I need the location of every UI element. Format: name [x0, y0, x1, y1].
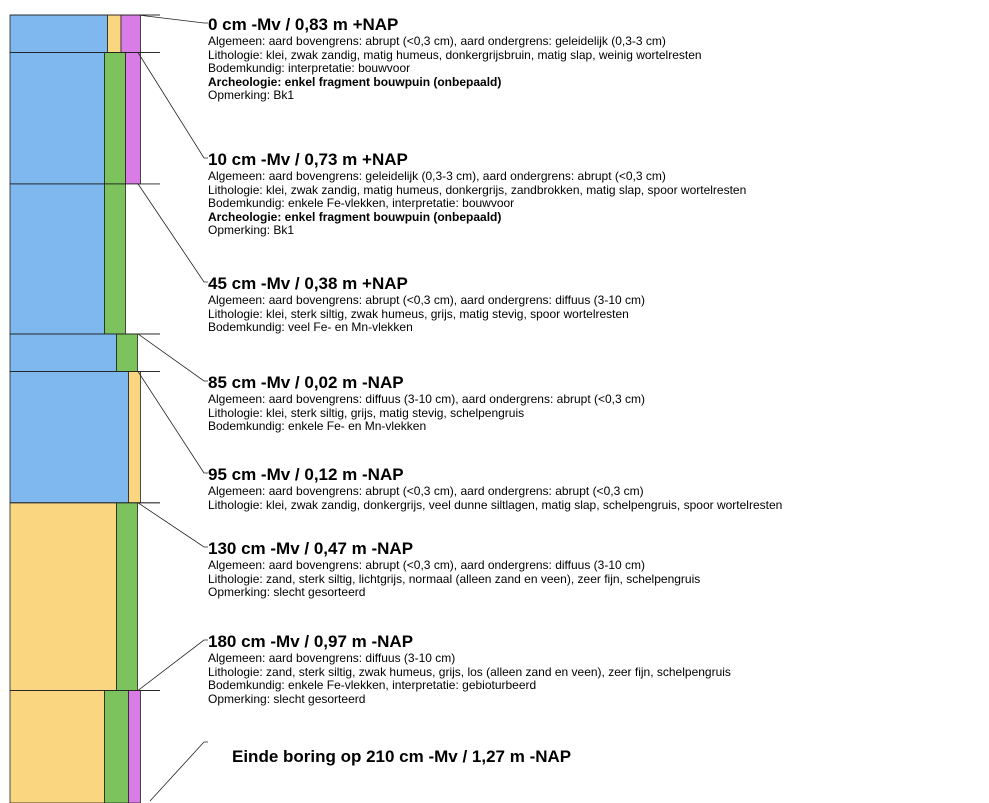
layer-description-line: Algemeen: aard bovengrens: abrupt (<0,3 … [208, 558, 646, 572]
layer-description-line: Lithologie: klei, sterk siltig, zwak hum… [208, 306, 629, 321]
column-bar-magenta [128, 690, 141, 803]
layer-description-line: Algemeen: aard bovengrens: diffuus (3-10… [208, 392, 646, 406]
leader-line [136, 333, 208, 382]
layer-block: 85 cm -Mv / 0,02 m -NAP Algemeen: aard bo… [208, 373, 988, 434]
layer-description-line: Bodemkundig: interpretatie: bouwvoor [208, 61, 411, 75]
column-bar-green [116, 502, 138, 691]
layer-description-line: Algemeen: aard bovengrens: geleidelijk (… [208, 169, 666, 183]
layer-description-line: Bodemkundig: veel Fe- en Mn-vlekken [208, 320, 413, 334]
leader-line [137, 183, 208, 283]
layer-description-line: Bodemkundig: enkele Fe-vlekken, interpre… [208, 678, 537, 692]
layer-description-line: Bodemkundig: enkele Fe- en Mn-vlekken [208, 419, 427, 433]
column-bar-green [116, 333, 138, 372]
leader-line [136, 502, 208, 548]
column-bar-blue [9, 14, 108, 53]
column-bar-yellow [107, 14, 122, 53]
end-of-boring-label: Einde boring op 210 cm -Mv / 1,27 m -NAP [232, 747, 572, 766]
layer-description-line: Algemeen: aard bovengrens: abrupt (<0,3 … [208, 293, 646, 307]
leader-line [137, 52, 208, 159]
layer-block: 10 cm -Mv / 0,73 m +NAP Algemeen: aard bo… [208, 150, 988, 238]
layer-description-line: Archeologie: enkel fragment bouwpuin (on… [208, 74, 502, 89]
borehole-column [9, 14, 208, 803]
column-bar-yellow [9, 690, 105, 803]
layer-description-line: Lithologie: zand, sterk siltig, lichtgri… [208, 571, 701, 586]
column-bar-blue [9, 333, 117, 372]
column-bar-magenta [120, 14, 141, 53]
column-bar-magenta [125, 52, 141, 185]
layer-depth-heading: 85 cm -Mv / 0,02 m -NAP [208, 373, 404, 392]
layer-depth-heading: 10 cm -Mv / 0,73 m +NAP [208, 150, 408, 169]
layer-description-line: Lithologie: klei, sterk siltig, grijs, m… [208, 405, 525, 420]
layer-description-line: Lithologie: klei, zwak zandig, donkergri… [208, 497, 783, 512]
layer-description-line: Opmerking: Bk1 [208, 88, 295, 102]
layer-description-line: Algemeen: aard bovengrens: abrupt (<0,3 … [208, 484, 644, 498]
column-bar-blue [9, 52, 105, 185]
layer-description-line: Opmerking: Bk1 [208, 223, 295, 237]
leader-line [137, 14, 208, 24]
layer-description-line: Lithologie: klei, zwak zandig, matig hum… [208, 182, 747, 197]
column-bar-blue [9, 371, 129, 504]
leader-line [136, 639, 208, 691]
layer-description-line: Lithologie: klei, zwak zandig, matig hum… [208, 47, 702, 62]
layer-block: 45 cm -Mv / 0,38 m +NAP Algemeen: aard bo… [208, 274, 988, 335]
layer-depth-heading: 45 cm -Mv / 0,38 m +NAP [208, 274, 408, 293]
layer-block: 0 cm -Mv / 0,83 m +NAP Algemeen: aard bov… [208, 15, 988, 103]
layer-description-line: Bodemkundig: enkele Fe-vlekken, interpre… [208, 196, 515, 210]
column-bar-green [104, 690, 129, 803]
layer-description-line: Lithologie: zand, sterk siltig, zwak hum… [208, 664, 731, 679]
column-bar-blue [9, 183, 105, 335]
column-bar-green [104, 52, 126, 185]
layer-description-line: Opmerking: slecht gesorteerd [208, 691, 366, 706]
layer-description-line: Algemeen: aard bovengrens: abrupt (<0,3 … [208, 34, 666, 48]
layer-description-line: Algemeen: aard bovengrens: diffuus (3-10… [208, 651, 456, 665]
leader-line [137, 371, 208, 474]
layer-description-line: Opmerking: slecht gesorteerd [208, 585, 366, 599]
column-bar-yellow [128, 371, 141, 504]
layer-block: 180 cm -Mv / 0,97 m -NAP Algemeen: aard b… [208, 632, 988, 706]
leader-line-end [149, 741, 208, 802]
layer-depth-heading: 180 cm -Mv / 0,97 m -NAP [208, 632, 414, 651]
column-bar-yellow [9, 502, 117, 691]
layer-description-line: Archeologie: enkel fragment bouwpuin (on… [208, 209, 502, 224]
layer-block: 95 cm -Mv / 0,12 m -NAP Algemeen: aard bo… [208, 465, 988, 512]
column-bar-green [104, 183, 126, 335]
layer-depth-heading: 95 cm -Mv / 0,12 m -NAP [208, 465, 404, 484]
layer-depth-heading: 130 cm -Mv / 0,47 m -NAP [208, 539, 414, 558]
layer-block: 130 cm -Mv / 0,47 m -NAP Algemeen: aard b… [208, 539, 988, 600]
layer-depth-heading: 0 cm -Mv / 0,83 m +NAP [208, 15, 399, 34]
